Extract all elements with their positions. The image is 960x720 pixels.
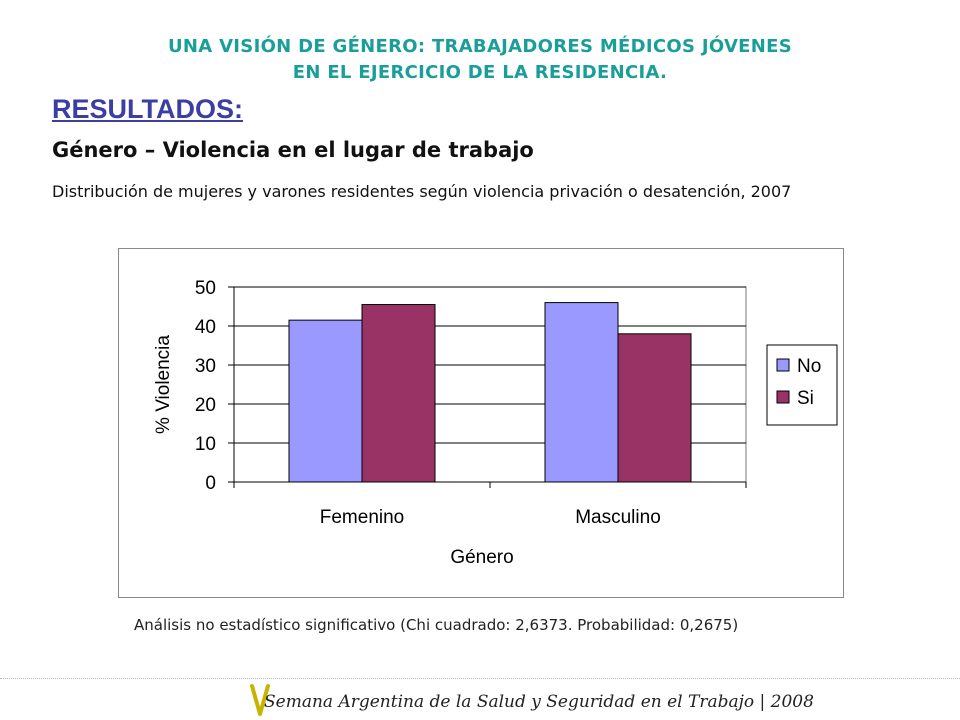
bar-no-femenino bbox=[288, 319, 363, 483]
legend-swatch-no bbox=[776, 358, 790, 372]
subtitle: Género – Violencia en el lugar de trabaj… bbox=[52, 138, 534, 162]
y-tick-label: 40 bbox=[195, 317, 216, 338]
bar-no-masculino bbox=[544, 302, 619, 483]
y-tick-label: 10 bbox=[195, 434, 216, 455]
legend-label-si: Si bbox=[797, 388, 814, 409]
section-title: RESULTADOS: bbox=[52, 94, 243, 124]
legend-swatch-si bbox=[776, 390, 790, 404]
y-tick-label: 20 bbox=[195, 395, 216, 416]
y-tick-label: 0 bbox=[205, 473, 216, 494]
bar-chart: 0 10 20 30 40 50 Femenino Masculino Género % Viol… bbox=[153, 278, 838, 568]
x-axis-title: Género bbox=[450, 547, 513, 568]
statistical-note: Análisis no estadístico significativo (C… bbox=[134, 616, 738, 634]
page-header: UNA VISIÓN DE GÉNERO: TRABAJADORES MÉDIC… bbox=[0, 34, 960, 86]
legend-label-no: No bbox=[797, 356, 821, 377]
y-tick-label: 30 bbox=[195, 356, 216, 377]
x-tick-label: Femenino bbox=[320, 507, 405, 528]
y-axis-title: % Violencia bbox=[153, 335, 174, 434]
chart-container: 0 10 20 30 40 50 Femenino Masculino Género % Viol… bbox=[118, 248, 844, 598]
legend bbox=[766, 344, 838, 426]
y-tick-label: 50 bbox=[195, 278, 216, 299]
header-line-2: EN EL EJERCICIO DE LA RESIDENCIA. bbox=[292, 62, 668, 83]
x-tick-label: Masculino bbox=[575, 507, 661, 528]
chart-description: Distribución de mujeres y varones reside… bbox=[52, 182, 792, 201]
statistical-note-text: Análisis no estadístico significativo (C… bbox=[134, 616, 739, 634]
footer-divider bbox=[0, 678, 960, 679]
bar-si-femenino bbox=[361, 304, 436, 483]
bar-si-masculino bbox=[617, 333, 692, 483]
event-logo-icon bbox=[250, 684, 270, 716]
footer-text: Semana Argentina de la Salud y Seguridad… bbox=[264, 692, 814, 712]
header-line-1: UNA VISIÓN DE GÉNERO: TRABAJADORES MÉDIC… bbox=[168, 36, 792, 57]
